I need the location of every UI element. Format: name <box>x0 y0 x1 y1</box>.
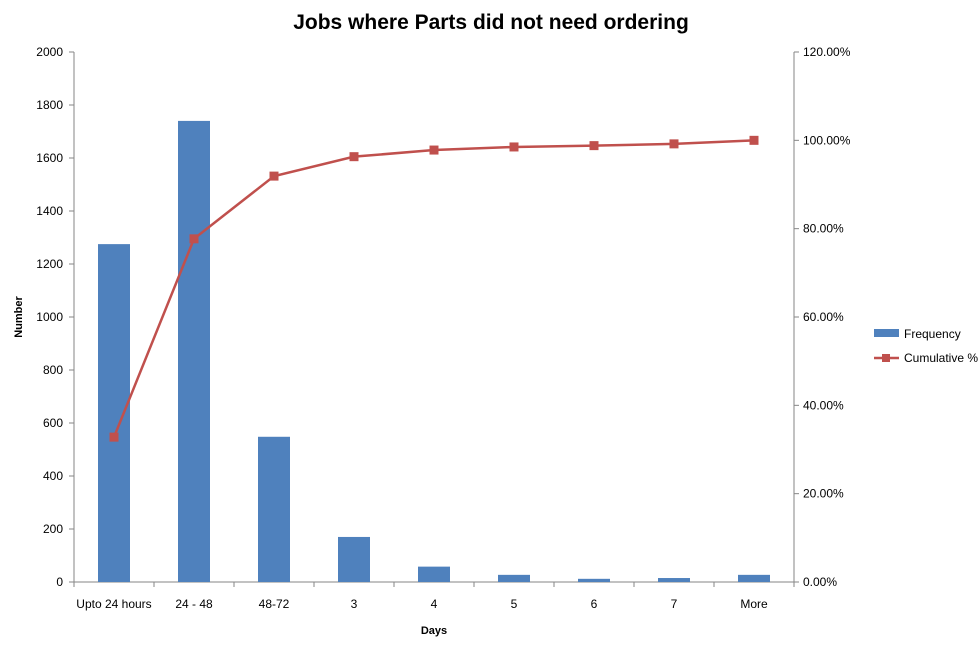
cumulative-point <box>749 135 759 145</box>
right-tick-label: 80.00% <box>803 222 844 236</box>
left-tick-label: 1200 <box>36 257 63 271</box>
legend: Frequency Cumulative % <box>874 327 978 365</box>
left-tick-label: 400 <box>43 469 63 483</box>
frequency-bar <box>498 574 530 582</box>
cumulative-point <box>109 432 119 442</box>
frequency-bar <box>98 244 130 582</box>
legend-frequency-label: Frequency <box>904 327 961 341</box>
left-tick-label: 1000 <box>36 310 63 324</box>
x-tick-label: 6 <box>591 597 598 611</box>
legend-frequency-swatch <box>874 329 899 337</box>
right-tick-label: 60.00% <box>803 310 844 324</box>
frequency-bar <box>578 578 610 582</box>
right-tick-label: 20.00% <box>803 487 844 501</box>
cumulative-point <box>589 141 599 151</box>
x-tick-label: 48-72 <box>259 597 290 611</box>
legend-cumulative-label: Cumulative % <box>904 351 978 365</box>
cumulative-point <box>669 139 679 149</box>
x-axis-label: Days <box>421 625 447 637</box>
cumulative-point <box>349 152 359 162</box>
right-tick-label: 40.00% <box>803 398 844 412</box>
x-tick-label: 5 <box>511 597 518 611</box>
chart-title: Jobs where Parts did not need ordering <box>293 11 689 34</box>
frequency-bar <box>178 120 210 583</box>
left-tick-label: 1600 <box>36 151 63 165</box>
right-tick-label: 120.00% <box>803 45 851 59</box>
frequency-bar <box>258 436 290 582</box>
frequency-bar <box>738 574 770 582</box>
cumulative-point <box>429 145 439 155</box>
left-tick-label: 2000 <box>36 45 63 59</box>
right-tick-label: 100.00% <box>803 133 851 147</box>
frequency-bar <box>338 536 370 582</box>
frequency-bar <box>658 578 690 582</box>
x-tick-label: More <box>740 597 768 611</box>
plot-area: 0 200 400 600 800 1000 1200 1400 1600 1800 2000 0.0… <box>36 45 850 611</box>
cumulative-point <box>269 171 279 181</box>
x-tick-label: Upto 24 hours <box>76 597 151 611</box>
x-tick-label: 3 <box>351 597 358 611</box>
y-axis-label: Number <box>13 296 25 338</box>
cumulative-point <box>509 142 519 152</box>
left-tick-label: 800 <box>43 363 63 377</box>
left-tick-label: 0 <box>56 575 63 589</box>
right-tick-label: 0.00% <box>803 575 837 589</box>
x-tick-label: 7 <box>671 597 678 611</box>
left-tick-label: 600 <box>43 416 63 430</box>
frequency-bar <box>418 566 450 582</box>
left-tick-label: 1800 <box>36 98 63 112</box>
left-tick-label: 200 <box>43 522 63 536</box>
left-tick-label: 1400 <box>36 204 63 218</box>
x-tick-label: 4 <box>431 597 438 611</box>
legend-cumulative-marker <box>882 354 890 362</box>
cumulative-point <box>189 234 199 244</box>
x-tick-label: 24 - 48 <box>175 597 213 611</box>
